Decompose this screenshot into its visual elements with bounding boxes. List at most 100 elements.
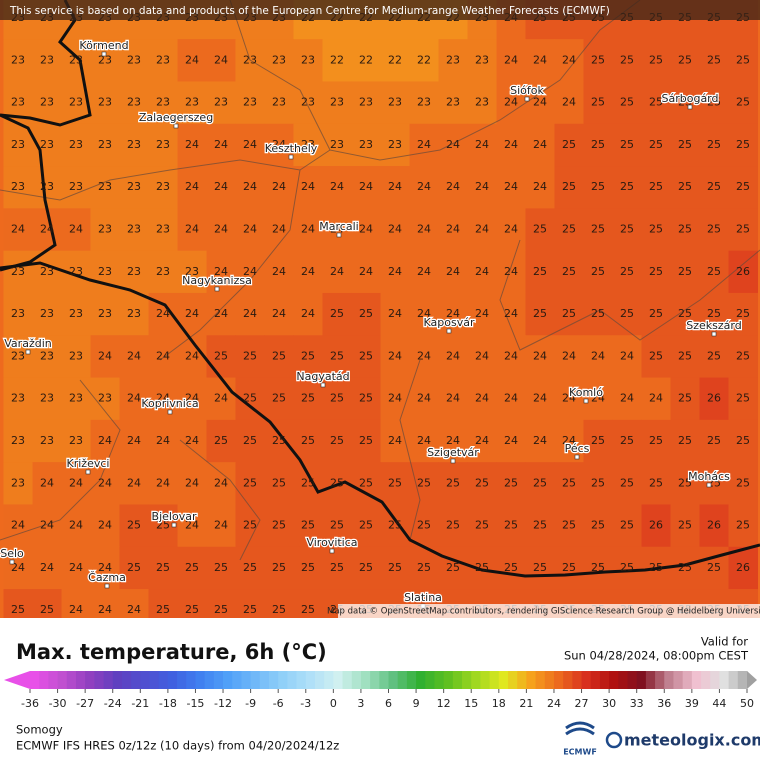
temperature-value: 23 bbox=[127, 138, 141, 151]
colorbar-segment bbox=[691, 671, 702, 689]
temperature-cell bbox=[670, 292, 700, 336]
temperature-value: 25 bbox=[591, 434, 605, 447]
temperature-value: 23 bbox=[69, 138, 83, 151]
temperature-value: 25 bbox=[620, 53, 634, 66]
temperature-value: 24 bbox=[417, 392, 431, 405]
temperature-cell bbox=[583, 81, 613, 125]
city-marker bbox=[524, 96, 530, 102]
attribution: Map data © OpenStreetMap contributors, r… bbox=[327, 607, 760, 617]
temperature-value: 24 bbox=[446, 265, 460, 278]
colorbar-tick-label: 6 bbox=[385, 697, 392, 710]
temperature-cell bbox=[409, 250, 439, 294]
temperature-value: 23 bbox=[127, 223, 141, 236]
temperature-value: 24 bbox=[388, 392, 402, 405]
temperature-cell bbox=[612, 335, 642, 379]
temperature-value: 24 bbox=[504, 265, 518, 278]
temperature-cell bbox=[177, 166, 207, 209]
brand[interactable]: meteologix.com bbox=[624, 731, 760, 750]
temperature-cell bbox=[206, 462, 236, 505]
temperature-value: 25 bbox=[243, 392, 257, 405]
temperature-value: 25 bbox=[475, 476, 489, 489]
temperature-value: 23 bbox=[156, 53, 170, 66]
temperature-value: 24 bbox=[475, 138, 489, 151]
temperature-value: 25 bbox=[533, 223, 547, 236]
temperature-value: 25 bbox=[11, 603, 25, 616]
temperature-value: 23 bbox=[301, 96, 315, 109]
temperature-value: 25 bbox=[533, 265, 547, 278]
temperature-value: 24 bbox=[214, 138, 228, 151]
temperature-cell bbox=[699, 166, 729, 209]
temperature-cell bbox=[177, 462, 207, 505]
temperature-cell bbox=[525, 39, 555, 82]
temperature-value: 24 bbox=[69, 519, 83, 532]
temperature-value: 23 bbox=[11, 434, 25, 447]
temperature-cell bbox=[322, 504, 352, 548]
temperature-value: 25 bbox=[359, 392, 373, 405]
temperature-value: 25 bbox=[707, 349, 721, 362]
temperature-cell bbox=[90, 123, 120, 167]
temperature-cell bbox=[177, 250, 207, 294]
temperature-cell bbox=[90, 81, 120, 125]
temperature-value: 25 bbox=[736, 434, 750, 447]
temperature-value: 23 bbox=[40, 180, 54, 193]
colorbar-segment bbox=[241, 671, 252, 689]
temperature-value: 24 bbox=[446, 180, 460, 193]
temperature-value: 25 bbox=[736, 96, 750, 109]
temperature-cell bbox=[670, 166, 700, 209]
colorbar-segment bbox=[645, 671, 656, 689]
colorbar-tick-label: 12 bbox=[437, 697, 451, 710]
temperature-value: 24 bbox=[504, 180, 518, 193]
temperature-cell bbox=[409, 123, 439, 167]
temperature-cell bbox=[438, 39, 468, 82]
temperature-cell bbox=[3, 335, 33, 379]
temperature-value: 25 bbox=[562, 138, 576, 151]
city-marker bbox=[446, 328, 452, 334]
temperature-cell bbox=[293, 250, 323, 294]
county-border bbox=[229, 0, 331, 151]
city-marker bbox=[288, 154, 294, 160]
temperature-value: 25 bbox=[156, 519, 170, 532]
temperature-value: 23 bbox=[301, 53, 315, 66]
colorbar-segment bbox=[737, 671, 748, 689]
colorbar-tick-label: -18 bbox=[159, 697, 177, 710]
temperature-value: 25 bbox=[620, 96, 634, 109]
colorbar-segment bbox=[719, 671, 730, 689]
temperature-cell bbox=[612, 81, 642, 125]
temperature-cell bbox=[235, 462, 265, 505]
temperature-value: 23 bbox=[156, 138, 170, 151]
temperature-value: 25 bbox=[678, 138, 692, 151]
temperature-value: 24 bbox=[417, 265, 431, 278]
temperature-cell bbox=[467, 462, 497, 505]
colorbar-tick-label: -27 bbox=[76, 697, 94, 710]
temperature-value: 25 bbox=[388, 561, 402, 574]
temperature-cell bbox=[612, 504, 642, 548]
colorbar-tick-label: 15 bbox=[464, 697, 478, 710]
temperature-value: 24 bbox=[185, 392, 199, 405]
temperature-cell bbox=[409, 335, 439, 379]
temperature-cell bbox=[612, 462, 642, 505]
city-marker bbox=[171, 522, 177, 528]
city-marker bbox=[104, 583, 110, 589]
brand-logo[interactable] bbox=[605, 731, 623, 749]
temperature-value: 24 bbox=[243, 265, 257, 278]
temperature-value: 24 bbox=[417, 349, 431, 362]
temperature-value: 25 bbox=[127, 519, 141, 532]
temperature-value: 22 bbox=[388, 53, 402, 66]
temperature-value: 23 bbox=[446, 53, 460, 66]
temperature-cell bbox=[351, 250, 381, 294]
temperature-cell bbox=[409, 504, 439, 548]
temperature-value: 23 bbox=[40, 138, 54, 151]
temperature-cell bbox=[728, 123, 758, 167]
temperature-value: 25 bbox=[185, 561, 199, 574]
colorbar-segment bbox=[609, 671, 619, 689]
temperature-value: 24 bbox=[11, 561, 25, 574]
country-borders bbox=[0, 0, 760, 578]
temperature-value: 24 bbox=[591, 349, 605, 362]
temperature-cell bbox=[293, 39, 323, 82]
temperature-cell bbox=[32, 589, 62, 618]
colorbar-segment bbox=[66, 671, 77, 689]
temperature-value: 24 bbox=[156, 349, 170, 362]
temperature-value: 25 bbox=[562, 265, 576, 278]
temperature-value: 24 bbox=[475, 349, 489, 362]
temperature-value: 25 bbox=[330, 476, 344, 489]
